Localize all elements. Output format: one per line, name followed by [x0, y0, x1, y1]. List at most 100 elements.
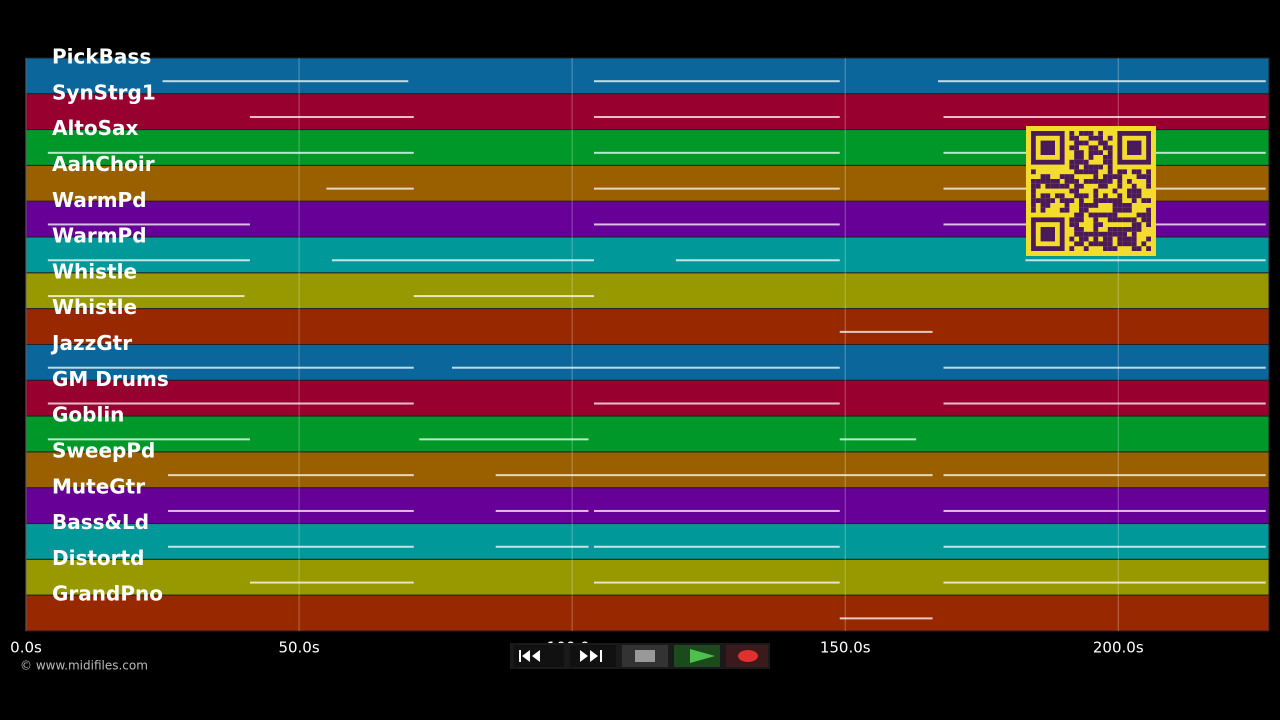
qr-module: [1093, 174, 1099, 179]
qr-module: [1069, 179, 1075, 184]
track-band: [25, 272, 1270, 310]
qr-module: [1117, 198, 1123, 203]
qr-module: [1103, 198, 1108, 203]
qr-module: [1083, 131, 1089, 136]
qr-module: [1107, 236, 1113, 242]
qr-module: [1098, 231, 1103, 237]
qr-module: [1088, 155, 1094, 160]
qr-module: [1131, 222, 1137, 227]
qr-module: [1088, 212, 1094, 218]
qr-module: [1093, 188, 1099, 194]
track-name: AahChoir: [52, 152, 155, 176]
qr-module: [1136, 222, 1142, 227]
qr-module: [1117, 231, 1123, 237]
qr-module: [1045, 193, 1051, 199]
qr-module: [1069, 198, 1075, 203]
qr-module: [1131, 169, 1137, 175]
note-region: [593, 402, 840, 405]
qr-module: [1045, 198, 1051, 203]
qr-module: [1131, 231, 1137, 237]
qr-module: [1079, 150, 1084, 155]
track-band: [25, 379, 1270, 417]
qr-module: [1074, 193, 1079, 199]
qr-module: [1103, 231, 1108, 237]
track-name: WarmPd: [52, 188, 147, 212]
qr-module: [1093, 241, 1099, 247]
note-region: [943, 402, 1266, 405]
note-region: [249, 581, 414, 584]
qr-module: [1031, 203, 1036, 208]
note-region: [47, 438, 250, 441]
qr-module: [1088, 203, 1094, 208]
qr-module: [1055, 179, 1060, 184]
note-region: [943, 545, 1266, 548]
qr-module: [1093, 222, 1099, 227]
qr-module: [1083, 164, 1089, 170]
qr-module: [1088, 179, 1094, 184]
qr-module: [1031, 183, 1036, 189]
note-region: [47, 402, 414, 405]
qr-module: [1093, 179, 1099, 184]
rewind-button[interactable]: [514, 645, 564, 667]
qr-module: [1074, 140, 1079, 146]
note-region: [47, 295, 245, 298]
track-name: SweepPd: [52, 438, 155, 462]
qr-module: [1069, 159, 1075, 165]
track-name: WarmPd: [52, 224, 147, 248]
qr-module: [1074, 155, 1079, 160]
qr-module: [1088, 169, 1094, 175]
track-band: [25, 93, 1270, 131]
qr-module: [1131, 236, 1137, 242]
qr-module: [1074, 183, 1079, 189]
qr-module: [1136, 212, 1142, 218]
qr-module: [1079, 140, 1084, 146]
note-region: [839, 438, 917, 441]
note-region: [839, 617, 933, 620]
qr-module: [1112, 217, 1118, 223]
forward-icon: [580, 650, 602, 662]
qr-module: [1136, 174, 1142, 179]
note-region: [331, 259, 594, 262]
qr-module: [1122, 227, 1127, 232]
qr-module: [1103, 145, 1108, 151]
qr-module: [1136, 193, 1142, 199]
qr-module: [1136, 246, 1142, 251]
qr-module: [1127, 236, 1132, 242]
qr-module: [1050, 183, 1055, 189]
qr-module: [1055, 183, 1060, 189]
track-name: Whistle: [52, 259, 137, 283]
qr-module: [1059, 198, 1065, 203]
record-button[interactable]: [726, 645, 768, 667]
note-region: [943, 581, 1266, 584]
qr-module: [1093, 193, 1099, 199]
stop-button[interactable]: [622, 645, 668, 667]
qr-module: [1069, 131, 1075, 136]
qr-module: [1103, 183, 1108, 189]
play-button[interactable]: [674, 645, 720, 667]
qr-module: [1107, 145, 1113, 151]
x-tick-label: 200.0s: [1093, 639, 1144, 657]
qr-module: [1112, 188, 1118, 194]
qr-module: [1093, 231, 1099, 237]
qr-module: [1083, 159, 1089, 165]
qr-module: [1045, 179, 1051, 184]
qr-module: [1074, 231, 1079, 237]
qr-module: [1122, 169, 1127, 175]
rewind-icon: [519, 650, 540, 662]
qr-module: [1141, 212, 1147, 218]
qr-module: [1146, 246, 1151, 251]
qr-module: [1112, 231, 1118, 237]
qr-module: [1059, 183, 1065, 189]
qr-module: [1112, 246, 1118, 251]
notes: [47, 80, 1266, 620]
qr-module: [1146, 179, 1151, 184]
qr-module: [1122, 231, 1127, 237]
qr-module: [1112, 198, 1118, 203]
copyright: © www.midifiles.com: [20, 659, 148, 673]
qr-module: [1064, 179, 1070, 184]
qr-module: [1069, 236, 1075, 242]
note-region: [495, 545, 589, 548]
forward-button[interactable]: [570, 645, 616, 667]
qr-module: [1117, 179, 1123, 184]
